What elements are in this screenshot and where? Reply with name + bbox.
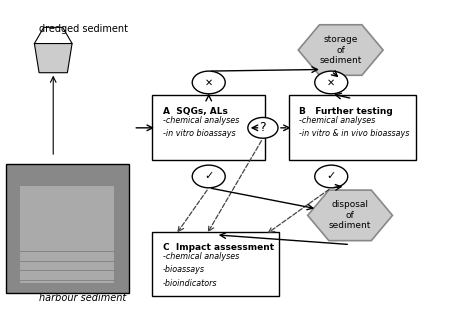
Circle shape	[315, 71, 348, 94]
Text: ✕: ✕	[205, 77, 213, 87]
Text: A  SQGs, ALs: A SQGs, ALs	[163, 107, 228, 116]
FancyBboxPatch shape	[152, 95, 265, 160]
Text: -bioindicators: -bioindicators	[163, 279, 217, 288]
Text: dredged sediment: dredged sediment	[39, 24, 128, 34]
Text: C  Impact assessment: C Impact assessment	[163, 243, 273, 252]
FancyBboxPatch shape	[289, 95, 416, 160]
Circle shape	[192, 165, 225, 188]
Text: ✕: ✕	[327, 77, 335, 87]
Text: ✓: ✓	[204, 171, 213, 181]
Text: ✓: ✓	[327, 171, 336, 181]
Text: -in vitro bioassays: -in vitro bioassays	[163, 129, 235, 138]
Text: ?: ?	[260, 121, 266, 134]
Text: -chemical analyses: -chemical analyses	[299, 115, 375, 125]
Circle shape	[192, 71, 225, 94]
Circle shape	[248, 117, 278, 138]
Text: B   Further testing: B Further testing	[299, 107, 393, 116]
Polygon shape	[298, 25, 383, 75]
Text: storage
of
sediment: storage of sediment	[319, 35, 362, 65]
Text: -in vitro & in vivo bioassays: -in vitro & in vivo bioassays	[299, 129, 410, 138]
Polygon shape	[35, 43, 72, 73]
FancyBboxPatch shape	[152, 232, 279, 297]
FancyBboxPatch shape	[20, 186, 115, 284]
Text: harbour sediment: harbour sediment	[39, 293, 127, 303]
Text: -chemical analyses: -chemical analyses	[163, 252, 239, 261]
FancyBboxPatch shape	[6, 164, 128, 293]
Polygon shape	[308, 190, 392, 241]
Text: -bioassays: -bioassays	[163, 265, 205, 274]
Text: disposal
of
sediment: disposal of sediment	[329, 200, 371, 230]
Text: -chemical analyses: -chemical analyses	[163, 115, 239, 125]
Circle shape	[315, 165, 348, 188]
